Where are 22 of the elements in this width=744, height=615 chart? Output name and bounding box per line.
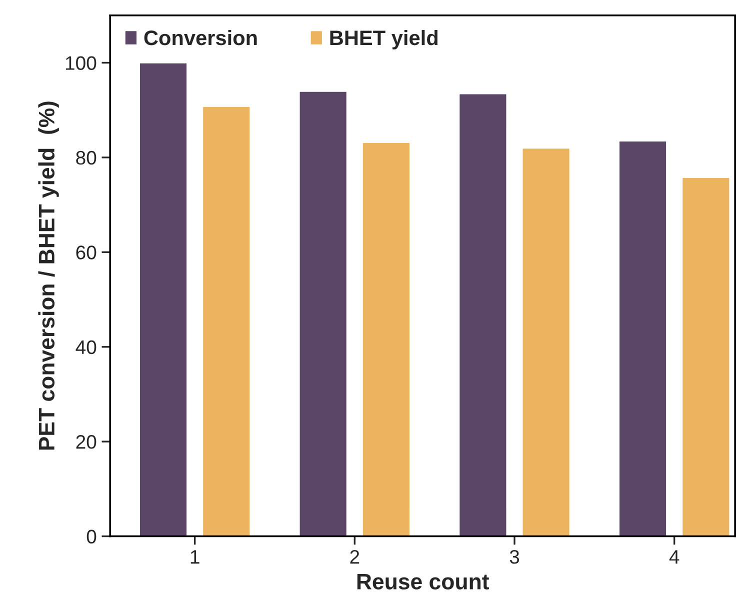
y-tick-label: 0 (86, 530, 96, 544)
y-tick-label: 80 (76, 150, 96, 165)
bar (521, 147, 571, 536)
legend-label: BHET yield (330, 30, 438, 50)
x-axis-title: Reuse count (357, 574, 490, 590)
x-tick-label: 4 (669, 550, 680, 564)
bar (202, 106, 252, 536)
bar (618, 140, 668, 536)
y-tick-label: 40 (76, 340, 96, 354)
y-tick-label: 20 (76, 435, 96, 449)
bar (362, 142, 411, 536)
y-tick-label: 100 (66, 56, 96, 70)
y-tick-label: 60 (76, 246, 96, 260)
bar (681, 176, 731, 536)
x-tick-label: 3 (510, 550, 520, 564)
x-tick-label: 2 (350, 550, 360, 564)
legend-label: Conversion (144, 30, 257, 46)
bar (458, 92, 508, 536)
bar (298, 90, 348, 536)
x-tick-label: 1 (190, 550, 200, 564)
bar (138, 62, 188, 536)
y-axis-title: PET conversion / BHET yield (%) (38, 102, 59, 450)
